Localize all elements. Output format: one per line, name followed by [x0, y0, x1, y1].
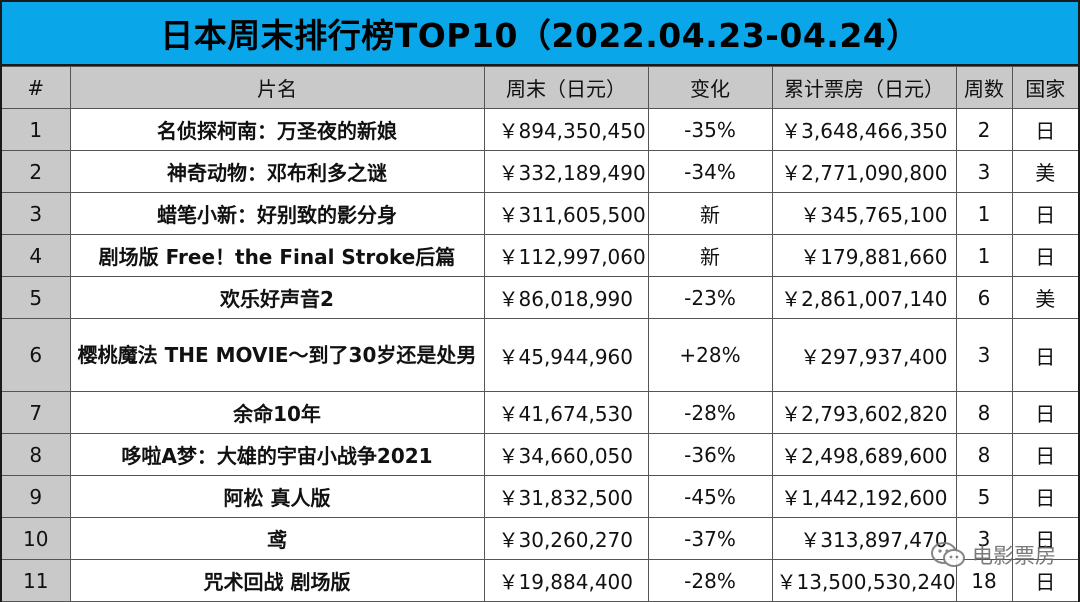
table-row: 3 蜡笔小新：好别致的影分身 ￥311,605,500 新 ￥345,765,1…: [2, 192, 1078, 235]
cell-weekend: ￥311,605,500: [483, 192, 649, 235]
cell-rank: 5: [2, 276, 71, 319]
cell-name: 欢乐好声音2: [69, 276, 485, 319]
cell-total: ￥2,793,602,820: [771, 391, 957, 434]
col-header-name: 片名: [69, 66, 485, 109]
col-header-weeks: 周数: [955, 66, 1013, 109]
cell-name: 余命10年: [69, 391, 485, 434]
cell-name: 名侦探柯南：万圣夜的新娘: [69, 108, 485, 151]
cell-weekend: ￥34,660,050: [483, 433, 649, 476]
table-row: 9 阿松 真人版 ￥31,832,500 -45% ￥1,442,192,600…: [2, 475, 1078, 518]
cell-name: 咒术回战 剧场版: [69, 559, 485, 602]
cell-change: -37%: [647, 517, 773, 560]
cell-country: 日: [1011, 192, 1078, 235]
table-row: 1 名侦探柯南：万圣夜的新娘 ￥894,350,450 -35% ￥3,648,…: [2, 108, 1078, 151]
cell-weekend: ￥30,260,270: [483, 517, 649, 560]
cell-weeks: 1: [955, 192, 1013, 235]
cell-change: -34%: [647, 150, 773, 193]
cell-weekend: ￥112,997,060: [483, 234, 649, 277]
cell-rank: 9: [2, 475, 71, 518]
cell-change: +28%: [647, 318, 773, 392]
box-office-table: # 片名 周末（日元） 变化 累计票房（日元） 周数 国家 1 名侦探柯南：万圣…: [2, 66, 1078, 602]
cell-weekend: ￥45,944,960: [483, 318, 649, 392]
cell-weekend: ￥332,189,490: [483, 150, 649, 193]
cell-weeks: 1: [955, 234, 1013, 277]
cell-name: 樱桃魔法 THE MOVIE～到了30岁还是处男: [69, 318, 485, 392]
cell-rank: 3: [2, 192, 71, 235]
table-title: 日本周末排行榜TOP10（2022.04.23-04.24）: [2, 2, 1078, 66]
cell-country: 日: [1011, 391, 1078, 434]
cell-country: 日: [1011, 318, 1078, 392]
cell-rank: 7: [2, 391, 71, 434]
cell-change: -28%: [647, 559, 773, 602]
cell-rank: 2: [2, 150, 71, 193]
table-row: 7 余命10年 ￥41,674,530 -28% ￥2,793,602,820 …: [2, 391, 1078, 434]
cell-change: -35%: [647, 108, 773, 151]
cell-weekend: ￥86,018,990: [483, 276, 649, 319]
cell-weekend: ￥19,884,400: [483, 559, 649, 602]
cell-name: 哆啦A梦：大雄的宇宙小战争2021: [69, 433, 485, 476]
table-row: 2 神奇动物：邓布利多之谜 ￥332,189,490 -34% ￥2,771,0…: [2, 150, 1078, 193]
cell-name: 剧场版 Free！the Final Stroke后篇: [69, 234, 485, 277]
cell-weeks: 8: [955, 391, 1013, 434]
cell-total: ￥3,648,466,350: [771, 108, 957, 151]
cell-rank: 8: [2, 433, 71, 476]
cell-country: 日: [1011, 559, 1078, 602]
cell-country: 日: [1011, 108, 1078, 151]
cell-weeks: 3: [955, 517, 1013, 560]
cell-name: 鸢: [69, 517, 485, 560]
cell-weeks: 6: [955, 276, 1013, 319]
cell-total: ￥179,881,660: [771, 234, 957, 277]
header-row: # 片名 周末（日元） 变化 累计票房（日元） 周数 国家: [2, 66, 1078, 109]
cell-change: 新: [647, 234, 773, 277]
table-row: 4 剧场版 Free！the Final Stroke后篇 ￥112,997,0…: [2, 234, 1078, 277]
cell-total: ￥2,771,090,800: [771, 150, 957, 193]
table-row: 11 咒术回战 剧场版 ￥19,884,400 -28% ￥13,500,530…: [2, 559, 1078, 602]
cell-change: -45%: [647, 475, 773, 518]
cell-rank: 1: [2, 108, 71, 151]
col-header-country: 国家: [1011, 66, 1078, 109]
cell-rank: 6: [2, 318, 71, 392]
cell-change: -28%: [647, 391, 773, 434]
cell-weeks: 2: [955, 108, 1013, 151]
cell-change: -36%: [647, 433, 773, 476]
cell-country: 美: [1011, 150, 1078, 193]
cell-total: ￥1,442,192,600: [771, 475, 957, 518]
table-row: 5 欢乐好声音2 ￥86,018,990 -23% ￥2,861,007,140…: [2, 276, 1078, 319]
cell-total: ￥297,937,400: [771, 318, 957, 392]
cell-country: 日: [1011, 475, 1078, 518]
cell-rank: 4: [2, 234, 71, 277]
cell-country: 日: [1011, 433, 1078, 476]
cell-weekend: ￥894,350,450: [483, 108, 649, 151]
cell-country: 日: [1011, 517, 1078, 560]
table-row: 6 樱桃魔法 THE MOVIE～到了30岁还是处男 ￥45,944,960 +…: [2, 318, 1078, 392]
cell-total: ￥2,498,689,600: [771, 433, 957, 476]
cell-change: 新: [647, 192, 773, 235]
cell-total: ￥13,500,530,240: [771, 559, 957, 602]
cell-name: 蜡笔小新：好别致的影分身: [69, 192, 485, 235]
cell-weeks: 3: [955, 150, 1013, 193]
col-header-total: 累计票房（日元）: [771, 66, 957, 109]
cell-weeks: 5: [955, 475, 1013, 518]
col-header-rank: #: [2, 66, 71, 109]
cell-change: -23%: [647, 276, 773, 319]
cell-total: ￥313,897,470: [771, 517, 957, 560]
cell-country: 美: [1011, 276, 1078, 319]
cell-weeks: 8: [955, 433, 1013, 476]
cell-weeks: 18: [955, 559, 1013, 602]
cell-name: 神奇动物：邓布利多之谜: [69, 150, 485, 193]
cell-total: ￥2,861,007,140: [771, 276, 957, 319]
cell-weekend: ￥41,674,530: [483, 391, 649, 434]
cell-name: 阿松 真人版: [69, 475, 485, 518]
cell-rank: 10: [2, 517, 71, 560]
cell-total: ￥345,765,100: [771, 192, 957, 235]
cell-weekend: ￥31,832,500: [483, 475, 649, 518]
col-header-change: 变化: [647, 66, 773, 109]
cell-rank: 11: [2, 559, 71, 602]
table-row: 10 鸢 ￥30,260,270 -37% ￥313,897,470 3 日: [2, 517, 1078, 560]
table-row: 8 哆啦A梦：大雄的宇宙小战争2021 ￥34,660,050 -36% ￥2,…: [2, 433, 1078, 476]
col-header-weekend: 周末（日元）: [483, 66, 649, 109]
cell-country: 日: [1011, 234, 1078, 277]
cell-weeks: 3: [955, 318, 1013, 392]
